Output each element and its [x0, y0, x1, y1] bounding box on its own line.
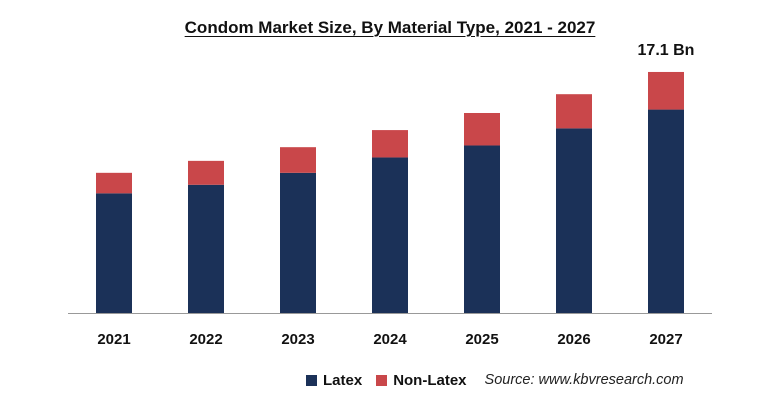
legend-label-latex: Latex: [323, 371, 363, 389]
legend-swatch-non-latex: [376, 374, 388, 386]
legend-item-latex: Latex: [306, 372, 362, 389]
x-tick-label-2027: 2027: [649, 331, 682, 348]
bar-latex-2027: [648, 109, 684, 313]
bar-non-latex-2024: [372, 130, 408, 158]
chart-title-text: Condom Market Size, By Material Type, 20…: [184, 18, 596, 37]
bar-latex-2023: [280, 172, 316, 313]
bar-non-latex-2022: [188, 160, 224, 185]
legend-swatch-latex: [306, 374, 317, 386]
bar-latex-2026: [556, 128, 592, 313]
bar-latex-2024: [372, 157, 408, 313]
data-label-2027: 17.1 Bn: [638, 42, 695, 59]
x-tick-label-2025: 2025: [465, 331, 498, 348]
bar-latex-2022: [188, 184, 224, 313]
bar-non-latex-2023: [280, 147, 316, 173]
bar-latex-2025: [464, 145, 500, 313]
bar-non-latex-2027: [648, 71, 684, 110]
x-tick-label-2022: 2022: [189, 331, 222, 348]
bar-non-latex-2025: [464, 112, 500, 146]
legend-label-non-latex: Non-Latex: [393, 371, 467, 389]
chart-title: Condom Market Size, By Material Type, 20…: [0, 18, 780, 38]
x-tick-label-2021: 2021: [97, 331, 130, 348]
x-tick-label-2024: 2024: [373, 331, 407, 348]
bar-non-latex-2026: [556, 94, 592, 129]
legend: Latex Non-Latex Source: www.kbvresearch.…: [306, 370, 684, 390]
legend-item-non-latex: Non-Latex: [376, 371, 467, 389]
x-tick-label-2026: 2026: [557, 331, 590, 348]
source-note: Source: www.kbvresearch.com: [484, 372, 684, 388]
bar-non-latex-2021: [96, 172, 132, 194]
x-tick-label-2023: 2023: [281, 331, 314, 348]
bar-latex-2021: [96, 193, 132, 313]
